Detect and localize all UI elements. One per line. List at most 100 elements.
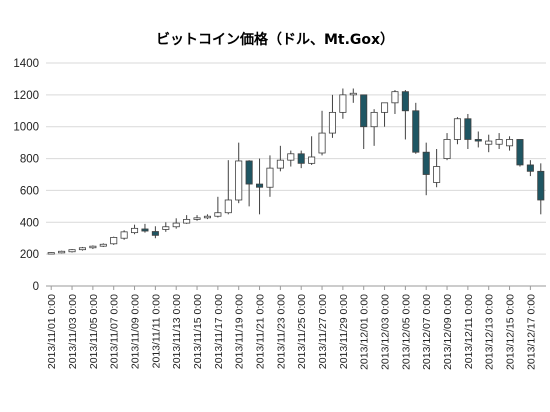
candle xyxy=(120,230,128,240)
candle-body-down xyxy=(474,139,482,142)
x-tick-label: 2013/11/01 0:00 xyxy=(46,294,58,369)
candle xyxy=(131,224,139,235)
candle-body-down xyxy=(360,94,368,128)
candle xyxy=(193,215,201,221)
candle-body-up xyxy=(370,111,378,128)
x-tick-label: 2013/11/15 0:00 xyxy=(192,294,204,369)
candle-body-down xyxy=(422,151,430,175)
candle xyxy=(526,160,534,177)
candle xyxy=(203,214,211,220)
x-tick-label: 2013/12/03 0:00 xyxy=(380,294,392,370)
candle-body-up xyxy=(89,245,97,249)
candle-body-up xyxy=(308,156,316,164)
candle xyxy=(266,155,274,197)
candle-body-up xyxy=(495,139,503,145)
candle-body-up xyxy=(78,247,86,251)
x-tick-label: 2013/11/21 0:00 xyxy=(255,294,267,369)
candle-body-up xyxy=(485,140,493,145)
candle xyxy=(381,102,389,127)
candle xyxy=(58,250,66,254)
grid-lines xyxy=(46,62,546,287)
candle xyxy=(235,142,243,204)
candle xyxy=(328,94,336,138)
candle xyxy=(151,226,159,239)
candle xyxy=(47,252,55,255)
candle-body-down xyxy=(537,170,545,201)
candle xyxy=(433,149,441,188)
x-tick-label: 2013/12/05 0:00 xyxy=(400,294,412,370)
candle-body-up xyxy=(110,237,118,245)
candle xyxy=(276,145,284,172)
candle xyxy=(391,90,399,114)
candle-body-up xyxy=(172,222,180,228)
candle-body-up xyxy=(120,231,128,239)
candle xyxy=(339,88,347,119)
candle xyxy=(224,160,232,215)
chart-title: ビットコイン価格（ドル、Mt.Gox） xyxy=(156,31,394,48)
y-tick-label: 200 xyxy=(20,249,39,261)
candle xyxy=(443,133,451,161)
x-tick-label: 2013/12/17 0:00 xyxy=(525,294,537,370)
candle-body-down xyxy=(151,231,159,236)
candle-body-down xyxy=(297,153,305,164)
candle-body-up xyxy=(203,215,211,219)
x-tick-label: 2013/12/09 0:00 xyxy=(442,294,454,370)
candle xyxy=(401,90,409,140)
candle xyxy=(308,136,316,165)
candle-body-up xyxy=(453,118,461,140)
candle xyxy=(537,163,545,215)
y-tick-label: 1400 xyxy=(13,58,39,70)
x-tick-label: 2013/11/05 0:00 xyxy=(88,294,100,369)
candle-body-up xyxy=(99,243,107,247)
candle-body-up xyxy=(433,166,441,183)
candle-body-down xyxy=(464,118,472,140)
candle-body-up xyxy=(193,217,201,220)
candle-body-up xyxy=(328,111,336,134)
candle xyxy=(287,150,295,167)
candle-body-up xyxy=(506,139,514,147)
candle xyxy=(370,109,378,146)
candle-body-up xyxy=(391,91,399,104)
candle xyxy=(214,196,222,218)
candle xyxy=(349,88,357,103)
candle-body-down xyxy=(516,139,524,166)
x-tick-label: 2013/11/09 0:00 xyxy=(130,294,142,369)
candle xyxy=(485,134,493,153)
x-tick-label: 2013/12/11 0:00 xyxy=(463,294,475,369)
candle-body-up xyxy=(224,199,232,214)
candle-body-up xyxy=(131,227,139,234)
candle xyxy=(68,249,76,253)
x-tick-label: 2013/11/17 0:00 xyxy=(213,294,225,369)
y-tick-label: 0 xyxy=(33,281,39,293)
candle xyxy=(474,131,482,148)
candle-body-up xyxy=(58,250,66,254)
candle xyxy=(89,245,97,250)
x-tick-label: 2013/11/07 0:00 xyxy=(109,294,121,369)
candle-body-up xyxy=(235,160,243,201)
candle xyxy=(99,243,107,247)
x-tick-label: 2013/12/07 0:00 xyxy=(421,294,433,370)
candle xyxy=(360,94,368,150)
candle xyxy=(297,150,305,169)
candle-body-up xyxy=(214,212,222,217)
candle-body-up xyxy=(443,139,451,159)
candle-body-down xyxy=(245,160,253,185)
candle xyxy=(506,136,514,151)
y-tick-label: 600 xyxy=(20,185,39,197)
candle-body-down xyxy=(412,110,420,153)
candle-body-down xyxy=(141,228,149,232)
candle xyxy=(162,222,170,232)
candle-body-up xyxy=(318,132,326,154)
x-tick-label: 2013/11/13 0:00 xyxy=(171,294,183,369)
y-tick-label: 800 xyxy=(20,154,39,166)
x-tick-label: 2013/11/25 0:00 xyxy=(296,294,308,369)
candle-body-up xyxy=(339,94,347,113)
candle-body-up xyxy=(266,167,274,188)
candle xyxy=(464,113,472,150)
x-tick-label: 2013/11/03 0:00 xyxy=(67,294,79,369)
candle-body-up xyxy=(276,159,284,169)
x-tick-label: 2013/11/23 0:00 xyxy=(275,294,287,369)
candle-body-down xyxy=(256,183,264,188)
